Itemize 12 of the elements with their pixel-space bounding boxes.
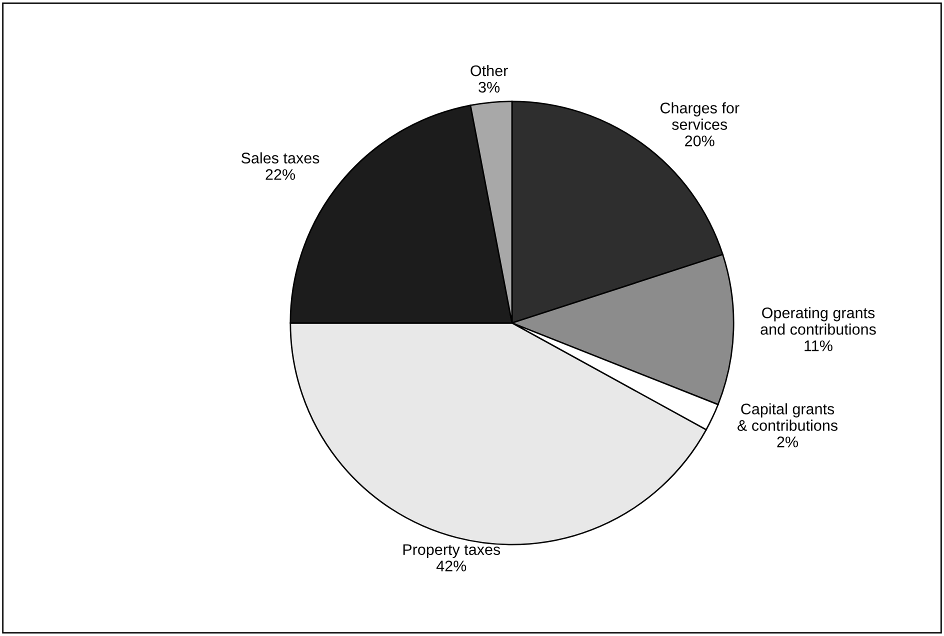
slice-label: Other xyxy=(470,64,508,76)
slice-label: Property taxes xyxy=(403,544,500,558)
data-label: 42% xyxy=(436,560,466,572)
data-label: 22% xyxy=(266,169,296,180)
slice-label: Charges for services xyxy=(660,102,740,130)
slice-label: Operating grants and contributions xyxy=(760,307,876,335)
data-label: 2% xyxy=(777,436,798,448)
slice-label: Capital grants & contributions xyxy=(738,403,838,431)
data-label: 20% xyxy=(685,136,714,146)
data-label: 11% xyxy=(804,340,832,352)
data-label: 3% xyxy=(478,82,500,93)
slice-label: Sales taxes xyxy=(241,152,320,164)
